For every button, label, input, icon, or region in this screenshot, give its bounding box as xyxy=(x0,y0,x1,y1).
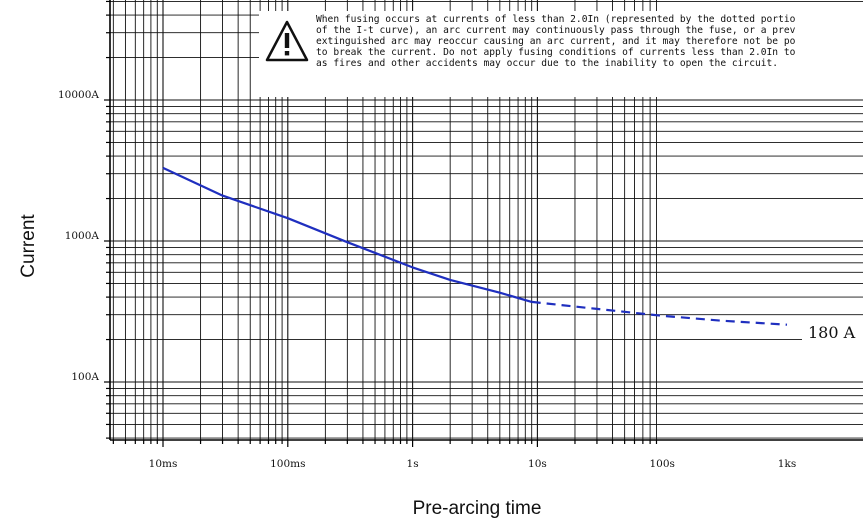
x-tick-label: 1s xyxy=(407,458,419,470)
tick-labels: 10ms 100ms 1s 10s 100s 1ks 100A 1000A 10000A xyxy=(58,87,796,470)
curve-dashed-segment xyxy=(531,300,788,326)
y-tick-label: 10000A xyxy=(58,89,99,101)
axes xyxy=(103,0,863,447)
warning-line-2: of the I-t curve), an arc current may co… xyxy=(316,25,796,36)
warning-line-1: When fusing occurs at currents of less t… xyxy=(316,14,796,25)
warning-line-5: as fires and other accidents may occur d… xyxy=(316,58,778,69)
series-layer xyxy=(162,166,788,326)
x-tick-label: 10ms xyxy=(149,458,178,470)
warning-line-3: extinguished arc may reoccur causing an … xyxy=(316,36,796,47)
warning-triangle-icon xyxy=(265,20,309,62)
x-tick-label: 100s xyxy=(649,458,674,470)
y-tick-label: 1000A xyxy=(65,230,100,242)
x-tick-label: 100ms xyxy=(270,458,305,470)
x-tick-label: 1ks xyxy=(778,458,796,470)
y-axis-title: Current xyxy=(18,214,39,278)
x-tick-label: 10s xyxy=(528,458,547,470)
end-current-label: 180 A xyxy=(808,323,856,342)
warning-line-4: to break the current. Do not apply fusin… xyxy=(316,47,796,58)
warning-note: When fusing occurs at currents of less t… xyxy=(259,11,863,97)
x-axis-title: Pre-arcing time xyxy=(413,498,542,519)
y-tick-label: 100A xyxy=(71,371,99,383)
curve-solid-segment xyxy=(162,166,533,303)
